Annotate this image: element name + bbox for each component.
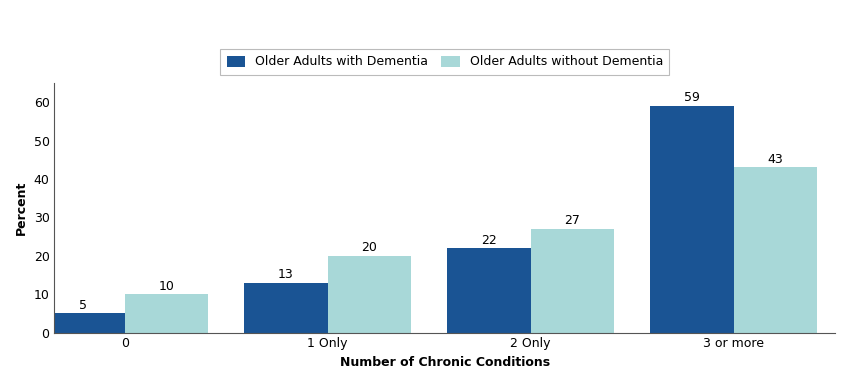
Bar <box>650 106 734 333</box>
Text: 13: 13 <box>278 268 294 281</box>
Bar <box>125 294 208 333</box>
Legend: Older Adults with Dementia, Older Adults without Dementia: Older Adults with Dementia, Older Adults… <box>220 49 669 75</box>
Text: 5: 5 <box>79 299 87 312</box>
Bar <box>734 167 817 333</box>
Text: 43: 43 <box>768 153 783 166</box>
Text: 10: 10 <box>158 280 174 293</box>
X-axis label: Number of Chronic Conditions: Number of Chronic Conditions <box>340 356 550 369</box>
Bar <box>42 313 125 333</box>
Text: 59: 59 <box>684 91 700 104</box>
Y-axis label: Percent: Percent <box>15 180 28 235</box>
Text: 27: 27 <box>564 214 581 227</box>
Text: 20: 20 <box>361 241 377 254</box>
Bar <box>244 283 327 333</box>
Bar <box>327 256 411 333</box>
Bar <box>530 229 614 333</box>
Bar <box>447 248 530 333</box>
Text: 22: 22 <box>481 233 496 247</box>
